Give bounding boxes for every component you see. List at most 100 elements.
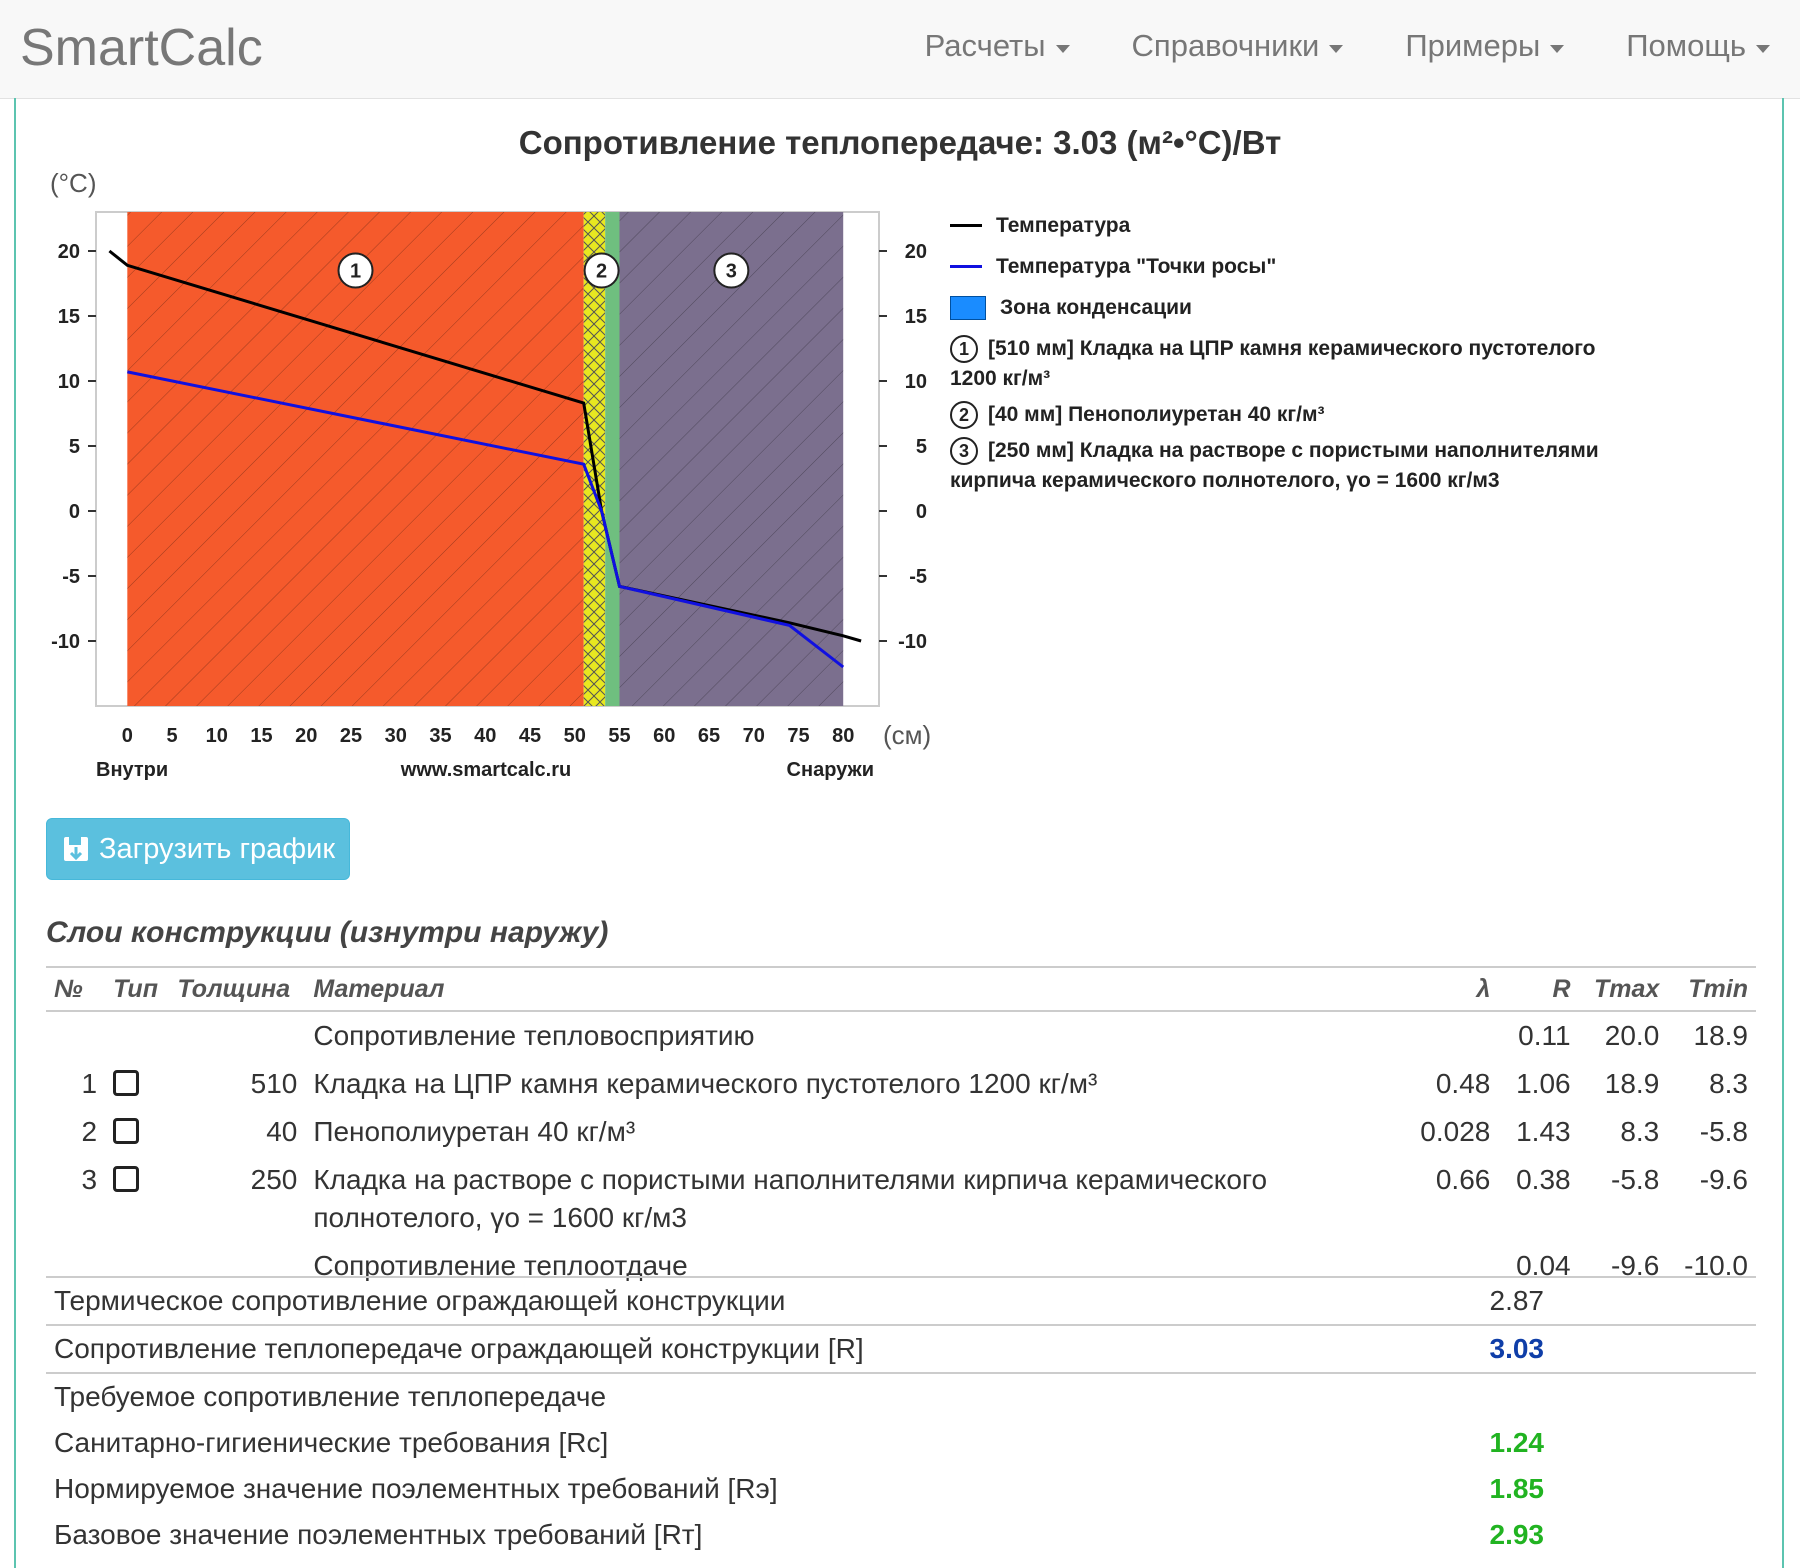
cell-thickness: 40 (266, 1116, 298, 1147)
caret-down-icon (1055, 45, 1070, 53)
x-tick-label: 0 (122, 725, 133, 747)
y-tick-label-right: 10 (905, 371, 927, 393)
table-row: 1 510 Кладка на ЦПР камня керамического … (46, 1060, 1756, 1108)
legend-label: Температура "Точки росы" (996, 254, 1277, 278)
x-tick-label: 80 (832, 725, 854, 747)
summary-spacer (1552, 1466, 1756, 1512)
save-download-icon (63, 837, 88, 861)
y-tick-label-right: 5 (916, 436, 927, 458)
header-lambda: λ (1361, 966, 1499, 1012)
layers-table: № Тип Толщина Материал λ R Tmax Tmin Соп… (46, 966, 1756, 1290)
cell-material: Кладка на растворе с пористыми наполните… (313, 1164, 1268, 1233)
layer-2-band-edge (605, 212, 620, 706)
layer-number-badge: 1 (950, 335, 978, 363)
summary-value-norm: 1.85 (1489, 1473, 1545, 1504)
summary-spacer (1552, 1324, 1756, 1373)
layer-badge-number: 3 (726, 261, 737, 283)
content-container (14, 98, 1784, 1568)
y-tick-label-left: 20 (58, 241, 80, 263)
table-row: Сопротивление тепловосприятию 0.11 20.0 … (46, 1011, 1756, 1060)
cell-material: Сопротивление теплоотдаче (313, 1250, 688, 1281)
cell-type (105, 1156, 169, 1242)
cell-tmax: 18.9 (1604, 1068, 1660, 1099)
cell-no: 1 (81, 1068, 98, 1099)
cell-tmax: 20.0 (1604, 1020, 1660, 1051)
line-swatch-icon (950, 265, 982, 268)
x-tick-label: 75 (787, 725, 809, 747)
legend-layer-text: [250 мм] Кладка на растворе с пористыми … (950, 439, 1599, 492)
x-tick-label: 5 (167, 725, 178, 747)
menu-label: Помощь (1626, 28, 1746, 63)
label-inside: Внутри (96, 759, 168, 781)
summary-label: Нормируемое значение поэлементных требов… (54, 1473, 778, 1504)
y-tick-label-left: -5 (62, 566, 80, 588)
legend-item-condensation: Зона конденсации (950, 287, 1600, 328)
cell-material: Сопротивление тепловосприятию (313, 1020, 755, 1051)
layer-3-hatch (619, 212, 844, 706)
y-tick-label-left: 5 (69, 436, 80, 458)
cell-tmax: -5.8 (1611, 1164, 1660, 1195)
x-tick-label: 65 (698, 725, 720, 747)
cell-r: 1.06 (1516, 1068, 1571, 1099)
x-tick-label: 55 (608, 725, 630, 747)
layer-badge-circle (337, 252, 374, 289)
x-tick-label: 35 (429, 725, 451, 747)
x-tick-label: 30 (385, 725, 407, 747)
menu-examples[interactable]: Примеры (1405, 24, 1565, 68)
y-tick-label-left: 0 (69, 501, 80, 523)
layer-type-checkbox[interactable] (113, 1165, 140, 1192)
download-chart-button[interactable]: Загрузить график (46, 818, 350, 880)
cell-tmax: 8.3 (1620, 1116, 1660, 1147)
x-tick-label: 25 (340, 725, 362, 747)
cell-lambda: 0.028 (1420, 1116, 1491, 1147)
menu-references[interactable]: Справочники (1132, 24, 1344, 68)
layer-number-badge: 3 (950, 437, 978, 465)
x-tick-label: 40 (474, 725, 496, 747)
table-row: Сопротивление теплоотдаче 0.04 -9.6 -10.… (46, 1242, 1756, 1290)
x-tick-label: 10 (206, 725, 228, 747)
cell-tmin: 8.3 (1709, 1068, 1748, 1099)
summary-label: Термическое сопротивление ограждающей ко… (46, 1276, 1476, 1325)
caret-down-icon (1550, 45, 1565, 53)
cell-no (46, 1011, 105, 1060)
summary-spacer (1552, 1420, 1756, 1466)
cell-lambda: 0.48 (1435, 1068, 1491, 1099)
caret-down-icon (1756, 45, 1770, 53)
summary-row-required: Требуемое сопротивление теплопередаче (46, 1372, 1756, 1420)
menu-label: Расчеты (924, 28, 1046, 63)
x-tick-label: 70 (743, 725, 765, 747)
brand-logo[interactable]: SmartCalc (20, 19, 263, 77)
main-menu: Расчеты Справочники Примеры Помощь (925, 24, 1770, 68)
y-axis-label: (°С) (50, 168, 97, 198)
layer-type-checkbox[interactable] (113, 1069, 140, 1096)
summary-row-norm: Нормируемое значение поэлементных требов… (46, 1466, 1756, 1512)
summary-value-sanitary: 1.24 (1489, 1427, 1545, 1458)
cell-r: 0.04 (1516, 1250, 1571, 1281)
menu-calculations[interactable]: Расчеты (925, 24, 1070, 68)
layer-badge-number: 2 (596, 261, 607, 283)
legend-layer-2: 2 [40 мм] Пенополиуретан 40 кг/м³ (950, 400, 1600, 430)
label-outside: Снаружи (787, 759, 874, 781)
cell-thickness: 250 (250, 1164, 298, 1195)
summary-value (1476, 1372, 1552, 1420)
cell-type (105, 1108, 169, 1156)
cell-r: 0.11 (1518, 1020, 1571, 1051)
y-tick-label-left: -10 (51, 631, 80, 653)
summary-value-base: 2.93 (1489, 1519, 1545, 1550)
y-tick-label-right: -10 (898, 631, 927, 653)
header-tmax: Tmax (1578, 966, 1668, 1012)
layer-type-checkbox[interactable] (113, 1117, 140, 1144)
cell-tmin: -10.0 (1684, 1250, 1748, 1281)
summary-row-total: Сопротивление теплопередаче ограждающей … (46, 1324, 1756, 1373)
dewpoint-line (127, 370, 845, 669)
layer-badge-circle (583, 252, 620, 289)
summary-value-total: 3.03 (1476, 1324, 1552, 1373)
box-swatch-icon (950, 295, 986, 320)
summary-label: Базовое значение поэлементных требований… (54, 1519, 703, 1550)
cell-tmin: -9.6 (1699, 1164, 1748, 1195)
x-axis-label: (см) (883, 720, 931, 750)
x-tick-label: 15 (250, 725, 272, 747)
summary-spacer (1552, 1276, 1756, 1325)
menu-help[interactable]: Помощь (1626, 24, 1770, 68)
cell-tmax: -9.6 (1611, 1250, 1660, 1281)
